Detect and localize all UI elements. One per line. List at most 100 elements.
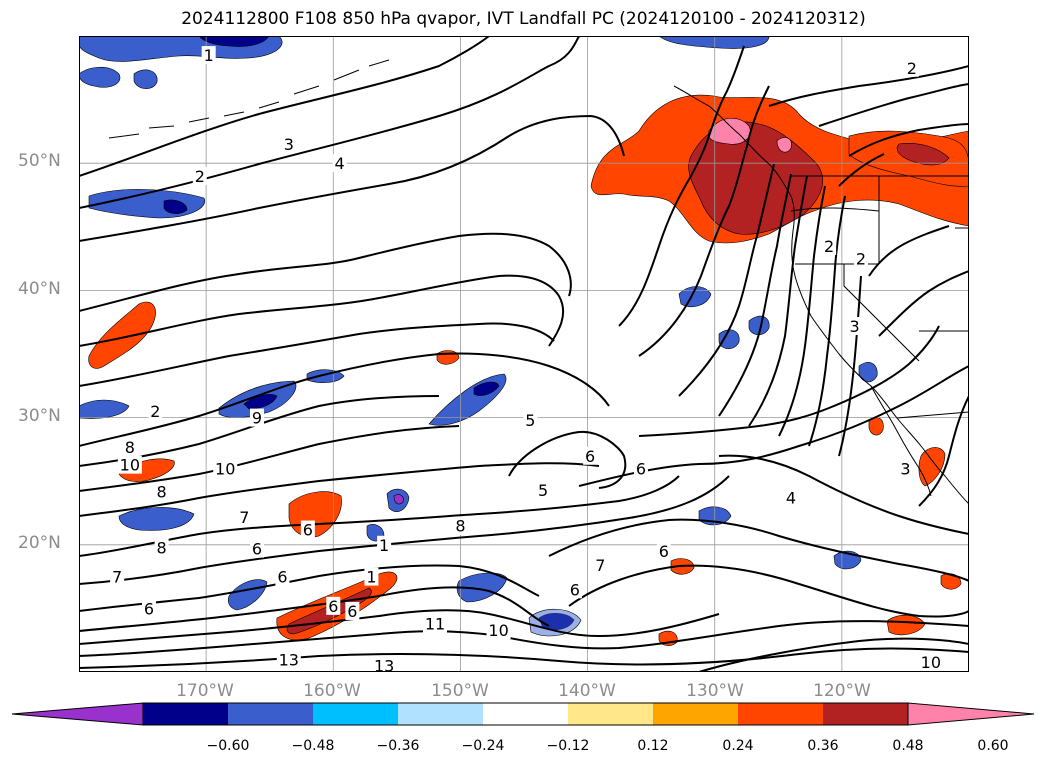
contour-line — [818, 83, 969, 127]
contour-label: 2 — [150, 402, 160, 421]
contour-line — [718, 454, 969, 535]
colorbar-segment — [568, 703, 653, 725]
contour-label: 1 — [379, 536, 389, 555]
contour-label-background — [275, 567, 290, 586]
contour-label: 1 — [366, 568, 376, 587]
contour-label: 8 — [157, 482, 167, 501]
contour-line — [568, 564, 969, 618]
contour-line — [548, 518, 969, 582]
lat-label-20n: 20°N — [18, 533, 61, 553]
colorbar-tick-label: 0.12 — [637, 738, 669, 754]
lon-label-160w: 160°W — [303, 681, 361, 701]
contour-label: 10 — [215, 459, 235, 478]
contour-line — [838, 275, 862, 457]
contour-label-background — [918, 652, 943, 671]
contour-label: 4 — [335, 154, 345, 173]
contour-label-background — [364, 567, 379, 586]
shade-blue-22n — [118, 507, 195, 531]
contour-line — [578, 365, 969, 487]
contour-line — [79, 647, 969, 669]
contour-label-background — [656, 542, 671, 561]
contour-label-background — [281, 135, 296, 154]
contour-label-background — [332, 154, 347, 173]
contour-line — [698, 637, 969, 672]
contour-label-background — [141, 599, 156, 618]
map-background — [79, 36, 969, 672]
contour-line — [79, 475, 730, 585]
contour-line — [638, 85, 770, 357]
lon-label-120w: 120°W — [813, 681, 871, 701]
colorbar-segment — [313, 703, 398, 725]
colorbar-tick-label: −0.36 — [376, 738, 420, 754]
colorbar — [11, 702, 1035, 726]
contour-label-background — [250, 408, 264, 427]
colorbar-tick-label: −0.24 — [461, 738, 505, 754]
alaska-islands — [108, 59, 390, 139]
contour-line — [838, 153, 885, 187]
shade-blue-29n-west — [79, 399, 130, 419]
colorbar-segment — [823, 703, 908, 725]
shade-purple-23n-core — [393, 494, 404, 505]
contour-label-background — [567, 580, 582, 599]
contour-label: 6 — [585, 447, 595, 466]
contour-line — [79, 609, 720, 645]
contour-label: 1 — [204, 46, 214, 65]
colorbar-tick-label: −0.48 — [291, 738, 335, 754]
contour-label-background — [593, 556, 608, 575]
page-title: 2024112800 F108 850 hPa qvapor, IVT Land… — [181, 9, 866, 29]
contour-label: 3 — [849, 317, 859, 336]
colorbar-tick-label: 0.60 — [977, 738, 1009, 754]
contour-line — [79, 425, 460, 492]
shade-mid-dark-48n — [163, 199, 188, 214]
coastline-north-america — [673, 85, 969, 505]
state-border-ca-nv — [843, 264, 920, 362]
contour-label-background — [276, 650, 301, 669]
contour-label: 10 — [488, 621, 508, 640]
contour-line — [79, 232, 572, 312]
contour-label: 2 — [856, 250, 866, 269]
contour-label: 3 — [284, 135, 294, 154]
contour-label: 2 — [824, 237, 834, 256]
shade-dark-30n-east — [473, 381, 500, 396]
lat-label-40n: 40°N — [18, 279, 61, 299]
contour-label: 6 — [347, 602, 357, 621]
contour-label-background — [583, 446, 598, 465]
contour-line — [79, 322, 555, 387]
contour-label-background — [201, 46, 216, 65]
contour-label: 10 — [120, 456, 140, 475]
contour-label-background — [633, 459, 648, 478]
contour-line — [79, 586, 550, 632]
shade-top-blue-left — [79, 66, 121, 88]
contour-label-background — [784, 488, 798, 507]
map-frame — [79, 36, 969, 672]
colorbar-segment — [143, 703, 228, 725]
contour-label-background — [122, 437, 137, 456]
contour-label: 6 — [659, 542, 669, 561]
shade-orange-mexico — [918, 447, 946, 487]
contour-label-background — [326, 596, 341, 615]
contour-label-background — [345, 601, 360, 620]
contour-label-background — [853, 249, 868, 268]
colorbar-segment — [483, 703, 568, 725]
contour-line — [678, 163, 775, 397]
lon-label-130w: 130°W — [686, 681, 744, 701]
contour-label: 6 — [303, 521, 313, 540]
contour-label-background — [822, 236, 837, 255]
contour-label-background — [154, 482, 169, 501]
shade-ar-landfall-peak — [707, 118, 751, 145]
shade-nw-small-blue — [133, 69, 158, 89]
contour-label: 13 — [374, 657, 394, 672]
contour-label-background — [377, 535, 392, 554]
contour-line — [79, 274, 565, 347]
contour-label-background — [847, 317, 862, 336]
shade-blue-16n — [456, 572, 508, 603]
contour-line — [79, 36, 580, 209]
contour-label-background — [213, 459, 238, 478]
colorbar-segment — [228, 703, 313, 725]
contour-line — [79, 475, 680, 557]
contour-label: 5 — [525, 411, 535, 430]
shade-blue-36n-coast — [718, 329, 740, 350]
contour-label-background — [154, 538, 169, 557]
contour-line — [508, 430, 627, 489]
